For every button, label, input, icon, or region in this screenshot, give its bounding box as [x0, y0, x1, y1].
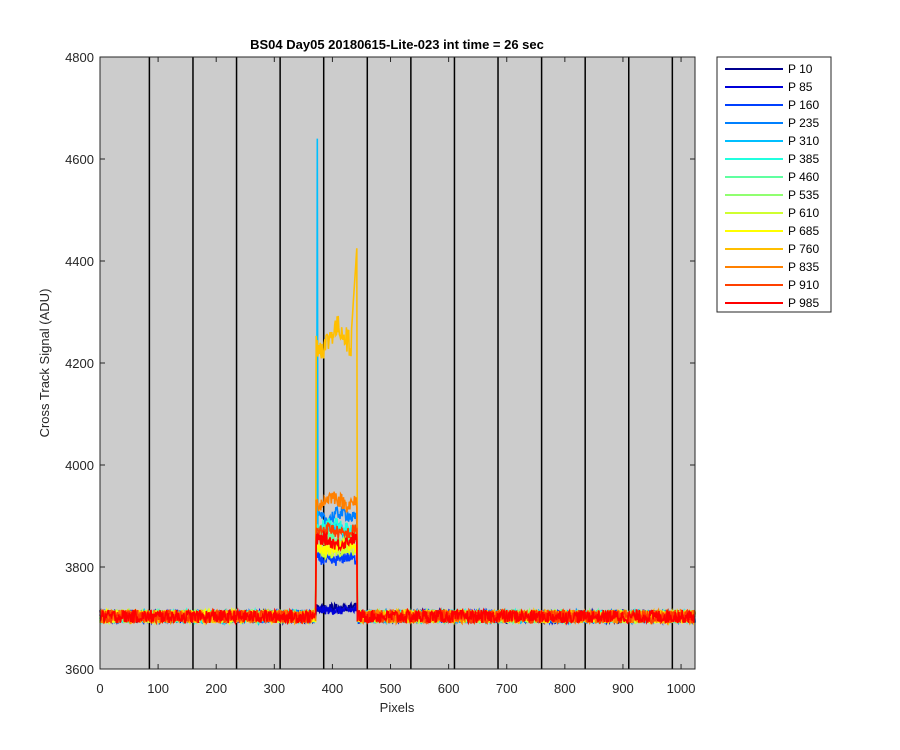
y-tick-label-5: 4600: [65, 152, 94, 167]
x-tick-label-2: 200: [205, 681, 227, 696]
x-tick-label-4: 400: [322, 681, 344, 696]
legend-label-4: P 310: [788, 134, 819, 148]
y-axis-label: Cross Track Signal (ADU): [37, 289, 52, 438]
x-tick-label-3: 300: [263, 681, 285, 696]
legend-label-0: P 10: [788, 62, 813, 76]
legend-label-13: P 985: [788, 296, 819, 310]
legend-label-7: P 535: [788, 188, 819, 202]
x-tick-label-1: 100: [147, 681, 169, 696]
x-tick-label-0: 0: [96, 681, 103, 696]
x-tick-label-7: 700: [496, 681, 518, 696]
vertical-lines: [148, 57, 674, 669]
legend-label-6: P 460: [788, 170, 819, 184]
legend-label-2: P 160: [788, 98, 819, 112]
chart-title: BS04 Day05 20180615-Lite-023 int time = …: [250, 37, 544, 52]
legend-label-11: P 835: [788, 260, 819, 274]
y-tick-label-0: 3600: [65, 662, 94, 677]
x-axis: 0 100 200 300 400 500 600 700 800 900 1000: [96, 57, 696, 696]
y-tick-label-1: 3800: [65, 560, 94, 575]
x-tick-label-5: 500: [380, 681, 402, 696]
series-line-p-985: [99, 530, 696, 626]
y-tick-label-4: 4400: [65, 254, 94, 269]
y-axis: 3600 3800 4000 4200 4400 4600 4800: [65, 50, 695, 677]
y-tick-label-2: 4000: [65, 458, 94, 473]
x-tick-label-9: 900: [612, 681, 634, 696]
legend-label-8: P 610: [788, 206, 819, 220]
x-axis-label: Pixels: [380, 700, 415, 715]
series-lines: [99, 138, 696, 627]
legend-label-12: P 910: [788, 278, 819, 292]
plot-area: [100, 57, 695, 669]
legend: P 10 P 85 P 160 P 235 P 310 P 385 P 460 P 535 P …: [716, 56, 832, 313]
legend-label-3: P 235: [788, 116, 819, 130]
legend-label-1: P 85: [788, 80, 813, 94]
y-tick-label-3: 4200: [65, 356, 94, 371]
x-tick-label-8: 800: [554, 681, 576, 696]
y-tick-label-6: 4800: [65, 50, 94, 65]
legend-label-9: P 685: [788, 224, 819, 238]
x-tick-label-10: 1000: [667, 681, 696, 696]
legend-label-5: P 385: [788, 152, 819, 166]
legend-box: [716, 56, 832, 313]
legend-label-10: P 760: [788, 242, 819, 256]
x-tick-label-6: 600: [438, 681, 460, 696]
